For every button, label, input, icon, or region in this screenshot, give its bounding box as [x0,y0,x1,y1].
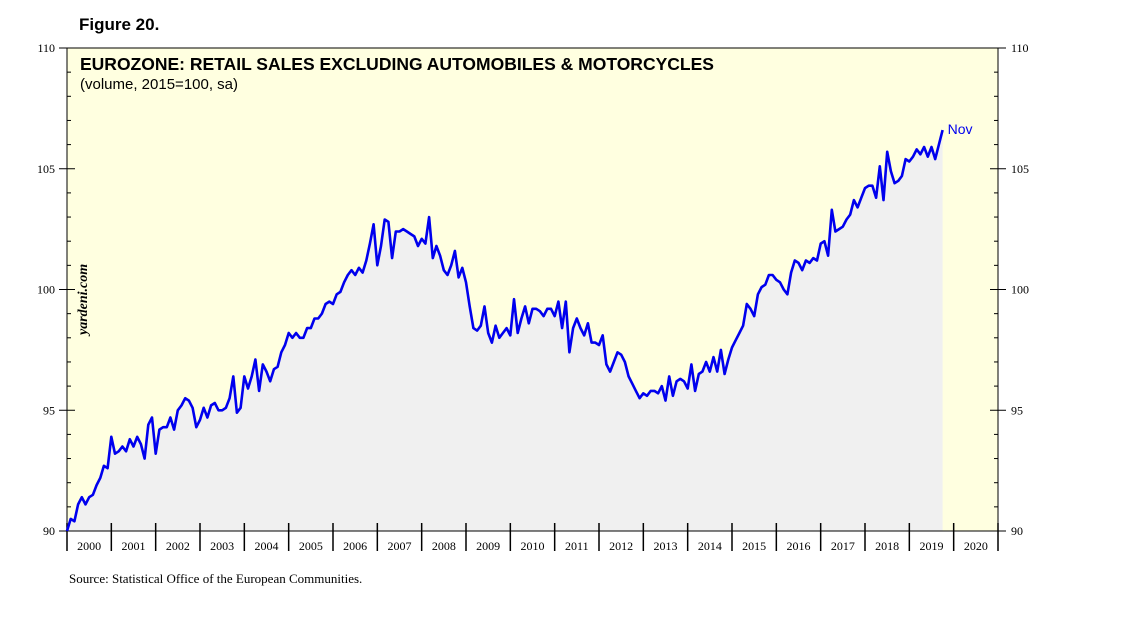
series-end-label: Nov [948,121,973,137]
x-tick-label: 2008 [432,539,456,553]
x-tick-label: 2016 [787,539,811,553]
right-axis-labels: 90 95 100 105 110 [1011,41,1029,538]
y-tick-label-left: 90 [43,524,55,538]
watermark: yardeni.com [76,264,91,337]
x-tick-label: 2011 [565,539,589,553]
x-tick-label: 2015 [742,539,766,553]
x-tick-label: 2004 [255,539,279,553]
x-tick-label: 2020 [964,539,988,553]
x-tick-label: 2009 [476,539,500,553]
x-tick-label: 2010 [521,539,545,553]
series-line [65,129,944,532]
left-axis-ticks [59,47,75,532]
x-tick-label: 2002 [166,539,190,553]
y-tick-label-left: 95 [43,403,55,417]
source-note: Source: Statistical Office of the Europe… [69,571,363,586]
x-tick-label: 2005 [299,539,323,553]
x-tick-label: 2000 [77,539,101,553]
x-tick-label: 2014 [698,539,722,553]
y-tick-label-right: 90 [1011,524,1023,538]
x-tick-label: 2017 [831,539,855,553]
x-tick-label: 2018 [875,539,899,553]
x-axis-year-labels: 2000 2001 2002 2003 2004 2005 2006 2007 2008 2009… [77,539,988,553]
x-tick-label: 2003 [210,539,234,553]
y-tick-label-left: 100 [37,283,55,297]
y-tick-label-right: 95 [1011,403,1023,417]
x-tick-label: 2007 [388,539,412,553]
y-tick-label-left: 110 [37,41,55,55]
x-tick-label: 2006 [343,539,367,553]
left-axis-labels: 90 95 100 105 110 [37,41,55,538]
bottom-axis-ticks [66,523,999,551]
chart-subtitle: (volume, 2015=100, sa) [80,76,238,93]
y-tick-label-left: 105 [37,162,55,176]
x-tick-label: 2001 [122,539,146,553]
plot-frame [66,47,999,532]
y-tick-label-right: 105 [1011,162,1029,176]
figure-label: Figure 20. [79,15,160,34]
chart-title: EUROZONE: RETAIL SALES EXCLUDING AUTOMOB… [80,54,714,74]
x-tick-label: 2012 [609,539,633,553]
y-tick-label-right: 100 [1011,283,1029,297]
x-tick-label: 2019 [920,539,944,553]
y-tick-label-right: 110 [1011,41,1029,55]
x-tick-label: 2013 [654,539,678,553]
